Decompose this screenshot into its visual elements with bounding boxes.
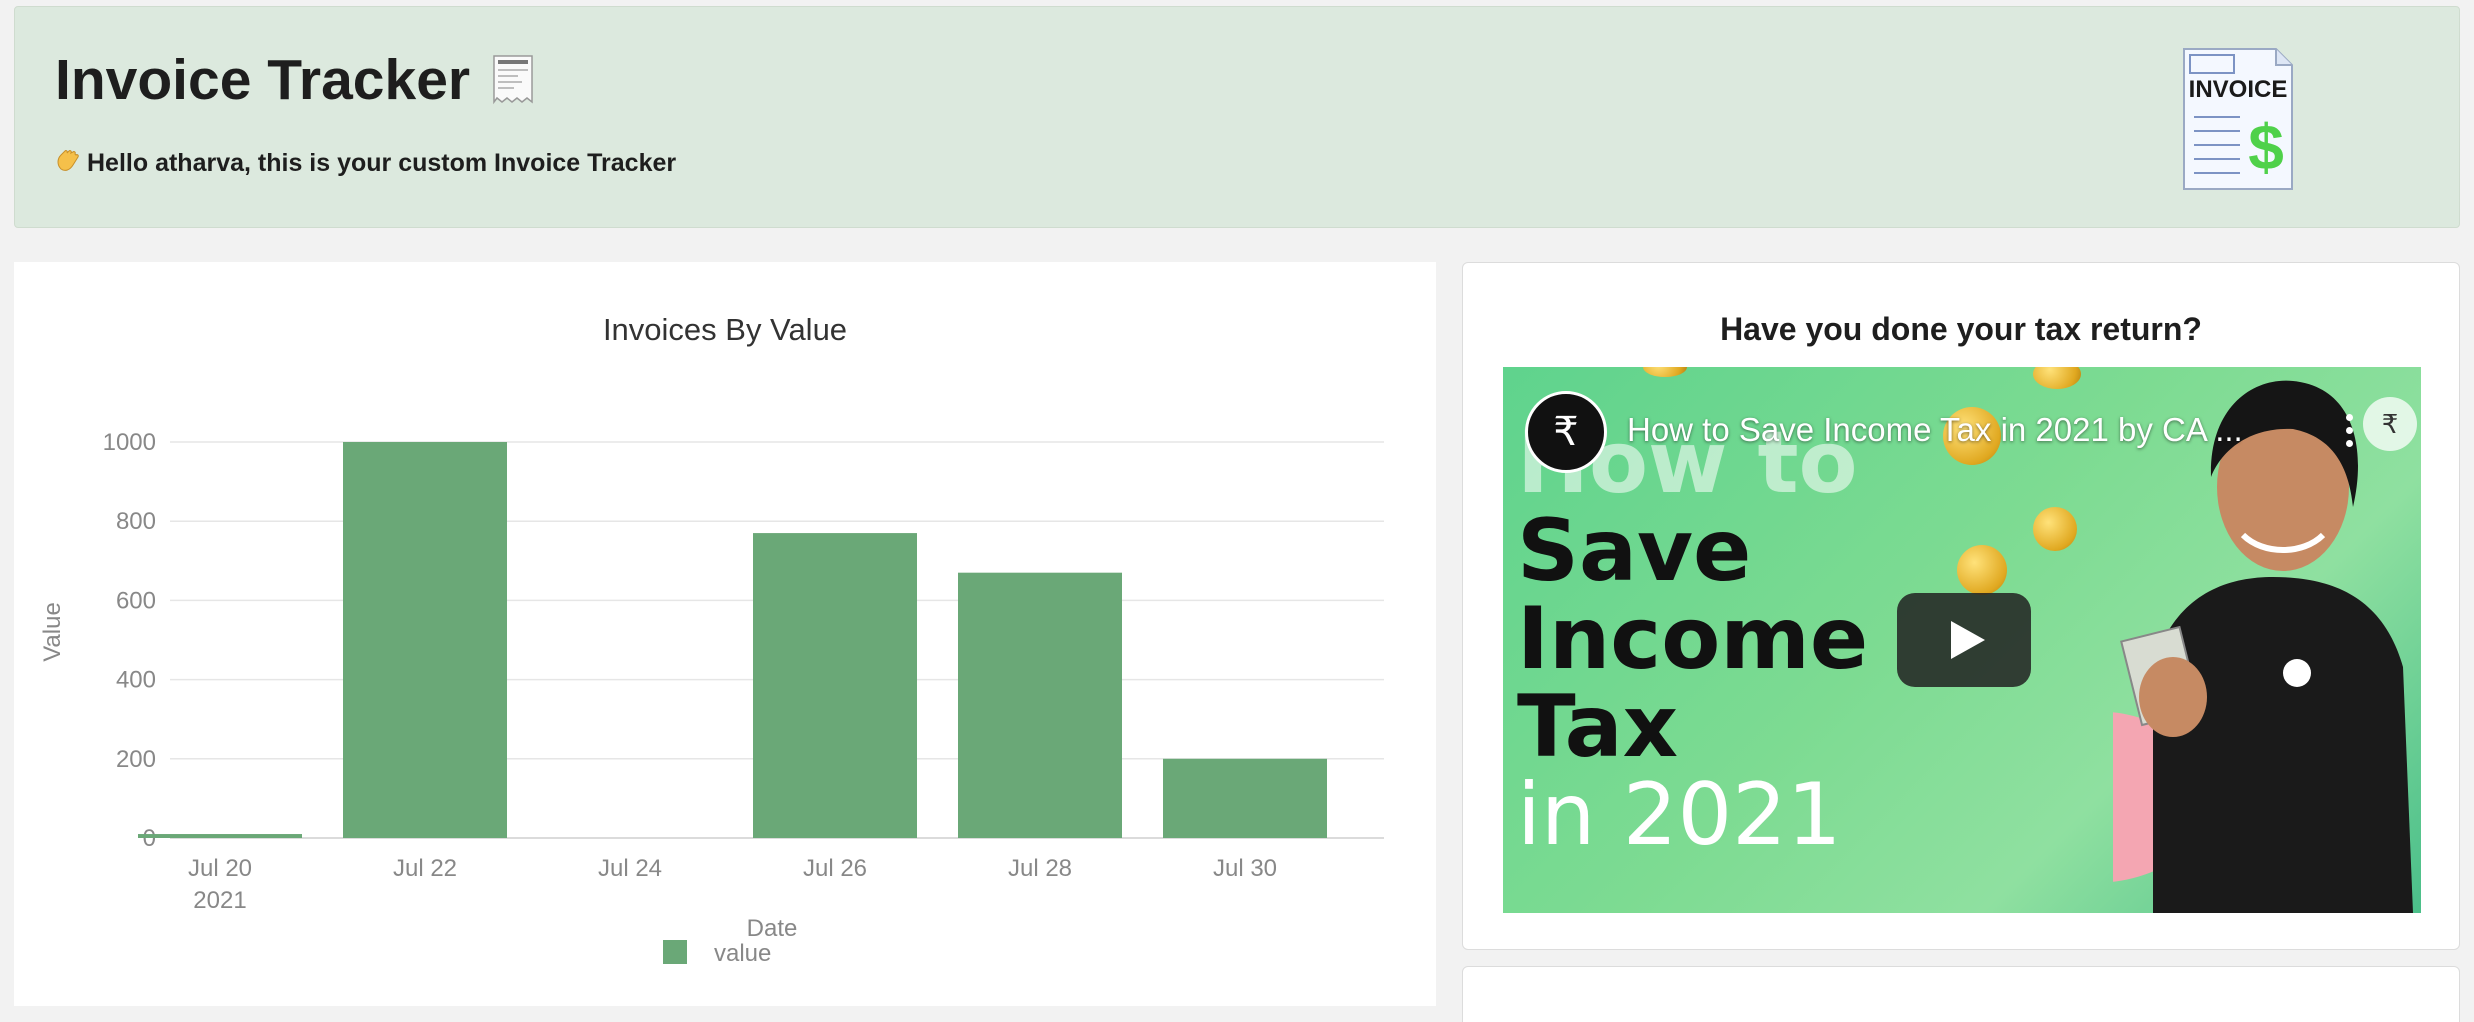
- y-tick-label: 800: [116, 508, 156, 535]
- chart-title: Invoices By Value: [603, 312, 847, 347]
- video-player[interactable]: How to Save Income Tax in 2021 ₹ How to …: [1503, 367, 2421, 913]
- receipt-icon: [492, 54, 534, 106]
- thumbnail-line: Income: [1517, 589, 1869, 689]
- video-card: Have you done your tax return? How to Sa…: [1462, 262, 2460, 950]
- coin-decoration: [1643, 367, 1687, 377]
- x-axis-label: Date: [747, 915, 798, 942]
- thumbnail-line: in 2021: [1517, 765, 1842, 865]
- rupee-sun-logo-icon[interactable]: ₹: [1525, 391, 1607, 473]
- video-title[interactable]: How to Save Income Tax in 2021 by CA ...: [1627, 411, 2243, 448]
- bar[interactable]: [138, 834, 302, 838]
- thumbnail-line: Tax: [1517, 677, 1679, 777]
- x-tick-label: Jul 24: [598, 855, 662, 882]
- chart-bars: [138, 442, 1327, 838]
- x-tick-sublabel: 2021: [193, 887, 246, 914]
- invoice-logo: INVOICE $: [2180, 45, 2296, 193]
- more-vertical-icon[interactable]: [2343, 411, 2355, 451]
- page-title-text: Invoice Tracker: [55, 48, 471, 112]
- y-tick-label: 1000: [103, 429, 156, 456]
- x-tick-label: Jul 20: [188, 855, 252, 882]
- lower-card: [1462, 966, 2460, 1022]
- header-banner: Invoice Tracker Hello atharva, this is y…: [14, 6, 2460, 228]
- thumbnail-headline: How to Save Income Tax in 2021: [1517, 419, 1868, 859]
- greeting: Hello atharva, this is your custom Invoi…: [55, 147, 676, 180]
- play-icon[interactable]: [1897, 593, 2031, 687]
- presenter-illustration: [2113, 380, 2413, 913]
- coin-decoration: [2033, 367, 2081, 389]
- video-card-heading: Have you done your tax return?: [1720, 311, 2202, 347]
- waving-hand-icon: [55, 147, 81, 180]
- y-tick-label: 400: [116, 667, 156, 694]
- y-axis-ticks: 0 200 400 600 800 1000: [103, 429, 156, 852]
- bar[interactable]: [958, 572, 1122, 838]
- bar[interactable]: [343, 442, 507, 838]
- y-tick-label: 600: [116, 587, 156, 614]
- coin-decoration: [2033, 507, 2077, 551]
- bar[interactable]: [753, 533, 917, 838]
- coin-decoration: [1957, 545, 2007, 595]
- invoices-bar-chart: Invoices By Value 0 200 400 600 800 1000 Jul …: [39, 312, 1384, 967]
- dollar-sign: $: [2248, 111, 2284, 183]
- x-tick-label: Jul 26: [803, 855, 867, 882]
- x-tick-label: Jul 30: [1213, 855, 1277, 882]
- legend-label[interactable]: value: [714, 940, 771, 967]
- x-tick-label: Jul 28: [1008, 855, 1072, 882]
- thumbnail-line: Save: [1517, 501, 1752, 601]
- coin-decoration: [1943, 407, 2001, 465]
- legend-swatch[interactable]: [663, 940, 687, 964]
- chart-card: Invoices By Value 0 200 400 600 800 1000 Jul …: [14, 262, 1436, 1006]
- invoice-logo-text: INVOICE: [2189, 76, 2288, 103]
- y-axis-label: Value: [39, 602, 66, 662]
- bar[interactable]: [1163, 758, 1327, 838]
- x-axis-ticks: Jul 20 2021 Jul 22 Jul 24 Jul 26 Jul 28 Jul 30: [188, 855, 1277, 914]
- page-title: Invoice Tracker: [55, 47, 534, 113]
- y-tick-label: 200: [116, 746, 156, 773]
- x-tick-label: Jul 22: [393, 855, 457, 882]
- channel-watermark-icon[interactable]: ₹: [2363, 397, 2417, 451]
- y-tick-label: 0: [143, 825, 156, 852]
- greeting-text: Hello atharva, this is your custom Invoi…: [87, 149, 677, 177]
